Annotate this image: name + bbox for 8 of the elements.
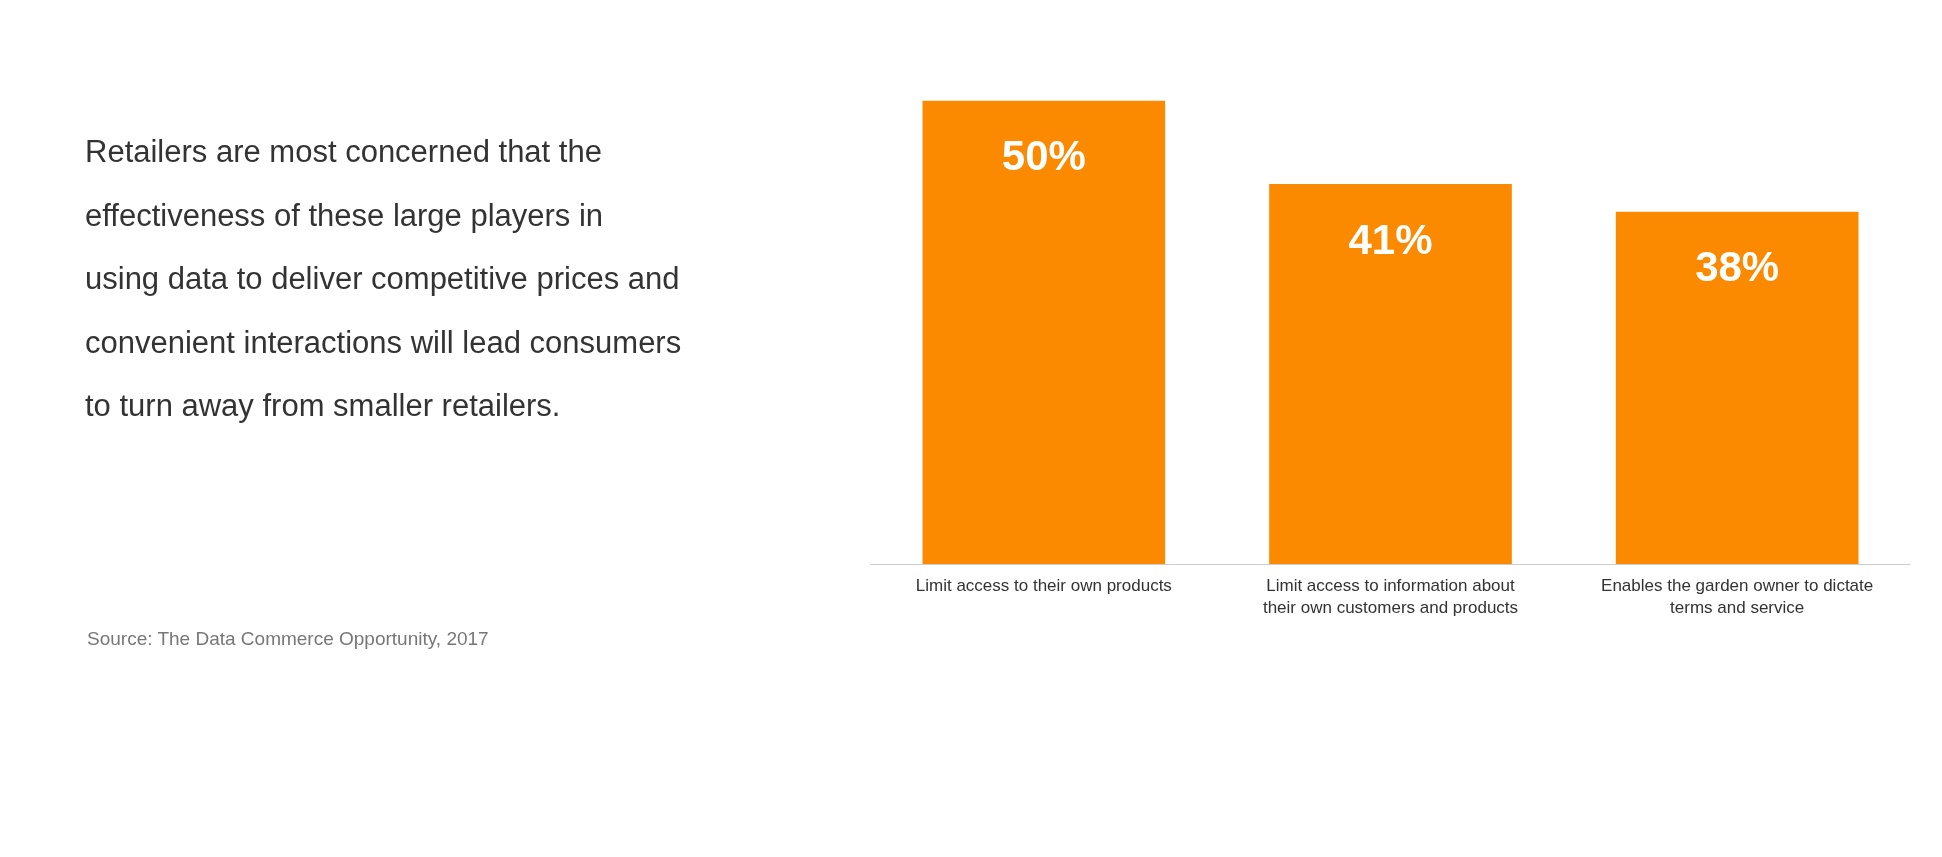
source-note: Source: The Data Commerce Opportunity, 2017	[87, 627, 489, 651]
data-label: 50%	[1001, 132, 1086, 179]
data-label: 41%	[1348, 215, 1433, 263]
text: Retailers are most concerned that the effectiveness of these large players in using data to deliver competitive prices and convenient interactions will lead consumers to turn away from smaller retailers.	[85, 133, 683, 426]
x-tick-label: Limit access to their own products	[915, 575, 1172, 595]
data-label: 38%	[1695, 243, 1780, 291]
x-tick-label: Limit access to information about their own customers and products	[1262, 575, 1519, 618]
x-tick-label: Enables the garden owner to dictate terms and service	[1601, 575, 1874, 618]
